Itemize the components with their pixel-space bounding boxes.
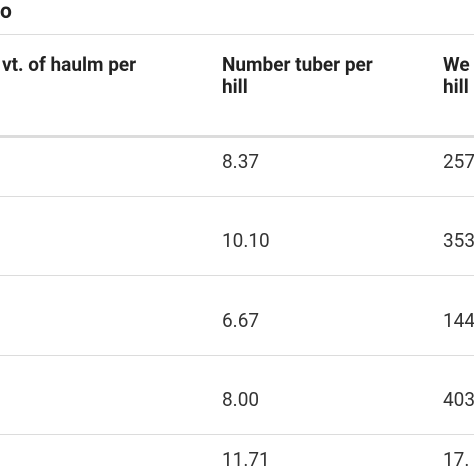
table-cell: 8.00 (222, 388, 260, 411)
row-rule (0, 434, 474, 435)
table-cell: 10.10 (222, 229, 270, 252)
table-cell: 403 (443, 388, 474, 411)
table-cell: 353 (443, 229, 474, 252)
table-cell: 17. (443, 448, 470, 471)
rule (0, 34, 474, 35)
table-cell: 8.37 (222, 150, 260, 173)
column-header: We (443, 53, 470, 76)
row-rule (0, 275, 474, 276)
header-rule (0, 135, 474, 138)
column-header: Number tuber per (222, 53, 373, 76)
column-header: vt. of haulm per (2, 53, 137, 76)
table-title: o (0, 0, 12, 24)
column-header: hill (443, 75, 469, 98)
table-cell: 257 (443, 150, 474, 173)
row-rule (0, 355, 474, 356)
table-cell: 6.67 (222, 309, 260, 332)
row-rule (0, 196, 474, 197)
table-cell: 144 (443, 309, 474, 332)
table-cell: 11.71 (222, 448, 270, 471)
column-header: hill (222, 75, 248, 98)
